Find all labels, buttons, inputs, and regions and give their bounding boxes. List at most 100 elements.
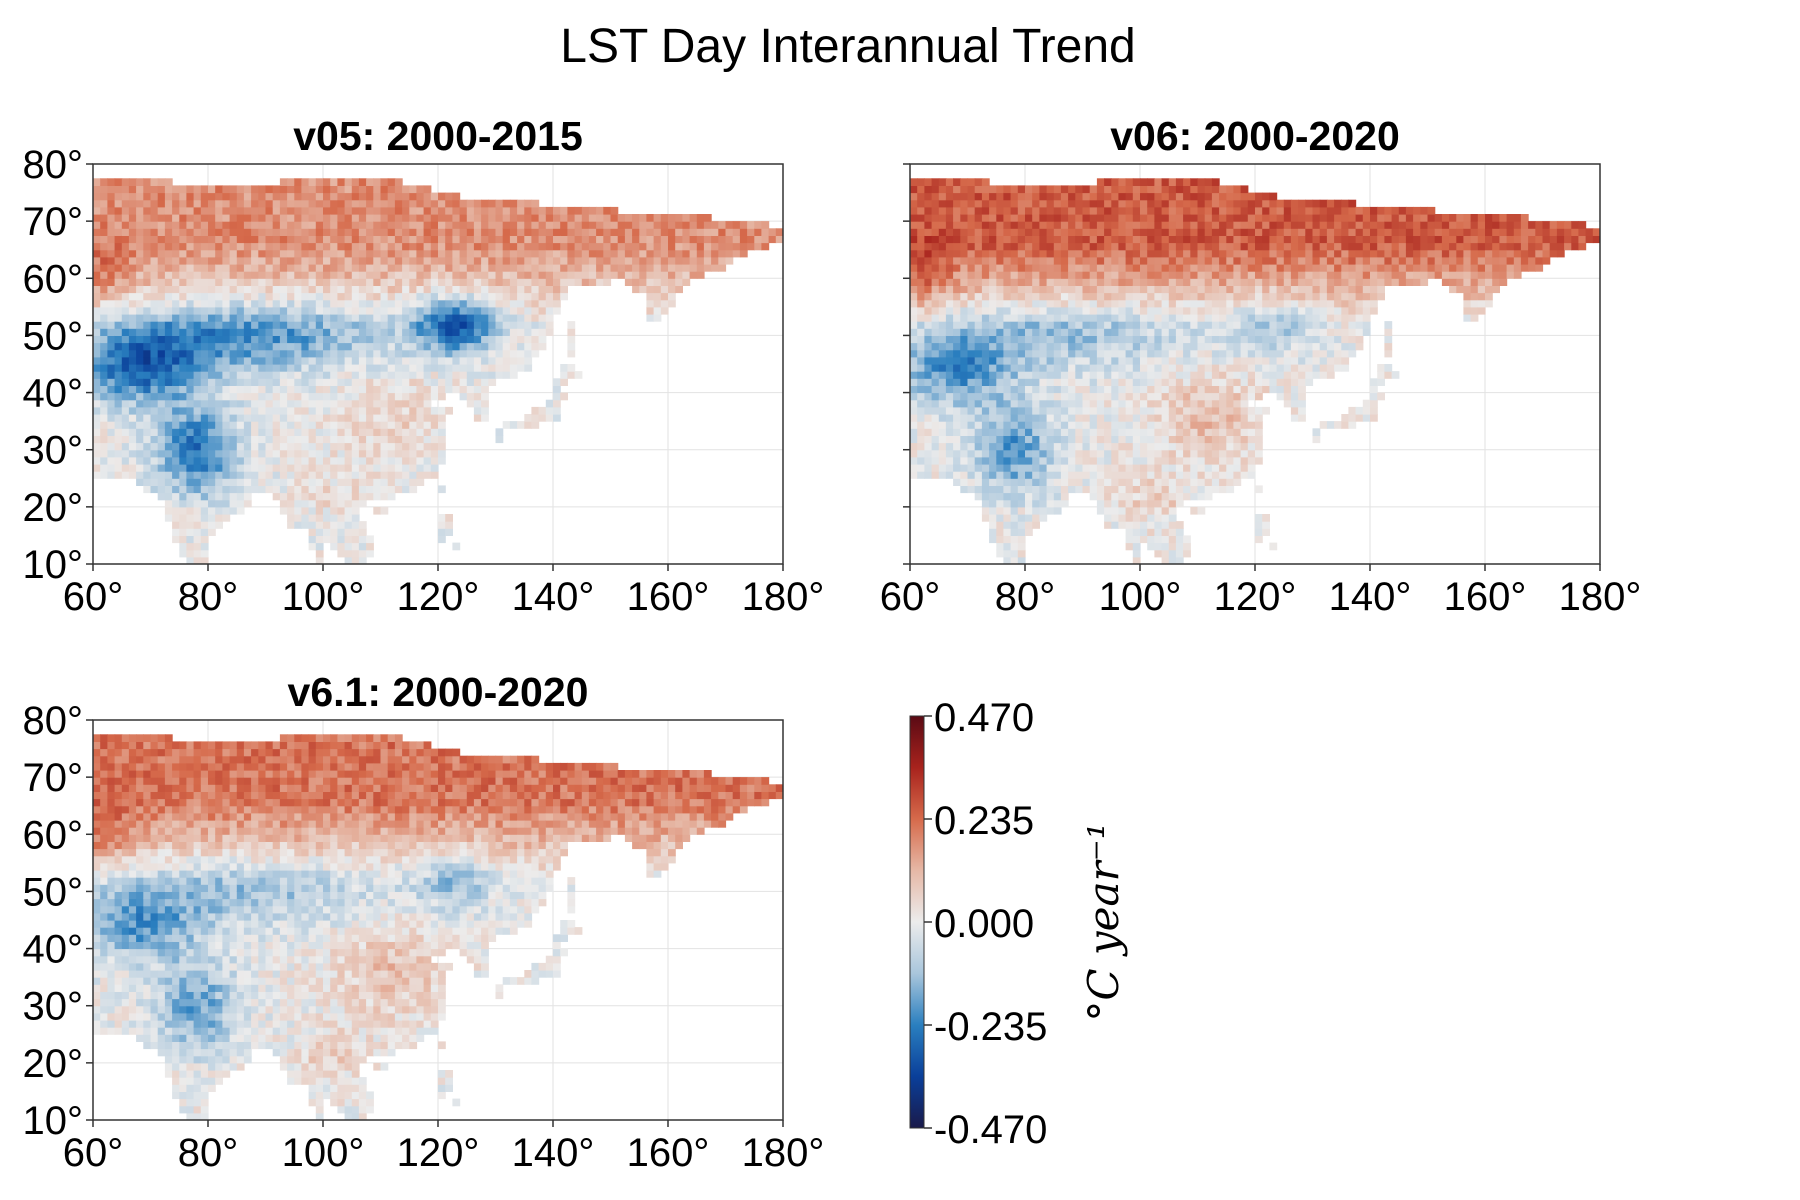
trend-cell	[373, 271, 382, 279]
trend-cell	[1147, 542, 1155, 551]
trend-cell	[452, 285, 461, 294]
trend-cell	[344, 349, 353, 358]
trend-cell	[689, 221, 698, 229]
trend-cell	[945, 464, 954, 472]
trend-cell	[445, 371, 453, 379]
trend-cell	[1003, 464, 1012, 472]
trend-cell	[301, 271, 310, 279]
trend-cell	[1154, 464, 1163, 472]
trend-cell	[553, 399, 561, 408]
trend-cell	[93, 228, 101, 236]
trend-cell	[409, 471, 418, 479]
trend-cell	[524, 364, 533, 372]
trend-cell	[287, 321, 295, 329]
trend-cell	[265, 421, 274, 429]
trend-cell	[1147, 492, 1155, 501]
trend-cell	[945, 371, 954, 379]
trend-cell	[989, 199, 997, 208]
trend-cell	[107, 256, 116, 265]
trend-cell	[114, 464, 123, 472]
trend-cell	[157, 271, 166, 279]
trend-cell	[761, 228, 770, 236]
trend-cell	[208, 228, 216, 236]
trend-cell	[128, 214, 137, 222]
trend-cell	[938, 435, 947, 444]
trend-cell	[172, 378, 180, 386]
trend-cell	[279, 221, 288, 229]
trend-cell	[1147, 256, 1155, 265]
trend-cell	[100, 406, 108, 415]
trend-cell	[1175, 342, 1184, 351]
trend-cell	[279, 206, 288, 215]
trend-cell	[301, 214, 310, 222]
trend-cell	[1082, 235, 1091, 244]
trend-cell	[560, 278, 568, 286]
trend-cell	[967, 478, 976, 486]
trend-cell	[567, 228, 576, 236]
trend-cell	[164, 328, 173, 336]
trend-cell	[1197, 385, 1206, 394]
trend-cell	[974, 342, 983, 351]
trend-cell	[445, 349, 453, 358]
trend-cell	[938, 464, 947, 472]
trend-cell	[409, 392, 418, 401]
trend-cell	[1082, 285, 1091, 294]
trend-cell	[114, 356, 123, 365]
trend-cell	[718, 228, 727, 236]
trend-cell	[193, 528, 202, 536]
trend-cell	[509, 221, 518, 229]
trend-cell	[1104, 299, 1112, 308]
trend-cell	[1075, 464, 1084, 472]
trend-cell	[265, 414, 274, 422]
trend-cell	[1125, 535, 1134, 544]
trend-cell	[208, 428, 216, 436]
trend-cell	[243, 449, 252, 458]
trend-cell	[1075, 256, 1084, 265]
trend-cell	[1060, 414, 1069, 422]
trend-cell	[208, 256, 216, 265]
trend-cell	[1068, 442, 1076, 451]
trend-cell	[1003, 542, 1012, 551]
trend-cell	[366, 421, 374, 429]
trend-cell	[164, 356, 173, 365]
trend-cell	[452, 199, 461, 208]
trend-cell	[301, 278, 310, 286]
trend-cell	[100, 221, 108, 229]
trend-cell	[1147, 356, 1155, 365]
trend-cell	[402, 285, 410, 294]
trend-cell	[1068, 335, 1076, 344]
trend-cell	[689, 249, 698, 258]
trend-cell	[236, 414, 245, 422]
trend-cell	[272, 392, 281, 401]
trend-cell	[100, 342, 108, 351]
trend-cell	[93, 299, 101, 308]
trend-cell	[172, 521, 180, 529]
trend-cell	[1111, 199, 1120, 208]
trend-cell	[910, 278, 918, 286]
trend-cell	[387, 249, 396, 258]
trend-cell	[107, 306, 116, 315]
trend-cell	[1190, 364, 1199, 372]
trend-cell	[294, 428, 303, 436]
trend-cell	[1190, 192, 1199, 201]
trend-cell	[229, 492, 238, 501]
trend-cell	[1168, 306, 1177, 315]
trend-cell	[1025, 428, 1033, 436]
trend-cell	[588, 214, 597, 222]
trend-cell	[1147, 428, 1155, 436]
trend-cell	[1175, 364, 1184, 372]
trend-cell	[208, 185, 216, 194]
trend-cell	[989, 242, 997, 251]
trend-cell	[251, 221, 259, 229]
trend-cell	[725, 256, 734, 265]
trend-cell	[330, 292, 338, 301]
trend-cell	[1046, 478, 1055, 486]
trend-cell	[553, 235, 561, 244]
trend-cell	[186, 314, 195, 322]
trend-cell	[445, 292, 453, 301]
trend-cell	[351, 221, 360, 229]
trend-cell	[675, 285, 683, 294]
trend-cell	[287, 406, 295, 415]
trend-cell	[545, 406, 554, 415]
